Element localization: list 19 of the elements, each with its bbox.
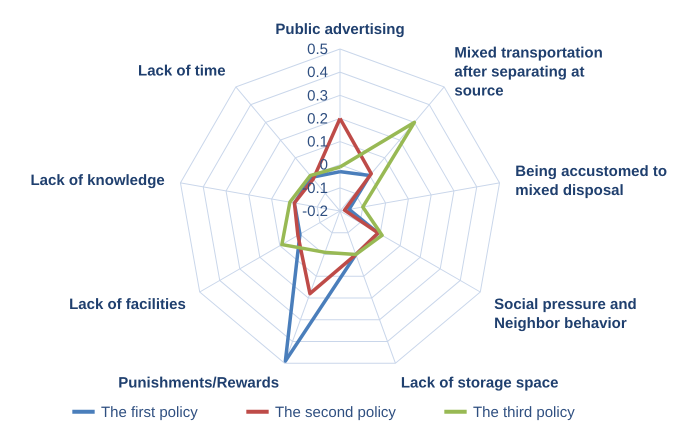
y-tick-label: 0.2	[307, 110, 328, 128]
spoke-label: Social pressure and Neighbor behavior	[494, 296, 637, 332]
y-tick-label: -0.2	[302, 203, 328, 220]
legend-label: The third policy	[473, 404, 576, 421]
spoke-label: Lack of knowledge	[30, 172, 165, 190]
spoke-label: Punishments/Rewards	[118, 374, 280, 392]
y-tick-label: 0.4	[307, 64, 328, 82]
y-tick-label: 0.1	[307, 134, 328, 151]
spoke-label: Mixed transportation after separating at source	[454, 44, 603, 100]
y-tick-label: 0.3	[307, 87, 328, 104]
y-tick-label: 0.5	[307, 41, 328, 58]
spoke-label: Lack of storage space	[400, 374, 558, 392]
spoke-label: Being accustomed to mixed disposal	[515, 163, 667, 200]
legend-label: The second policy	[275, 404, 396, 421]
spoke-label: Lack of time	[138, 62, 226, 80]
spoke-label: Lack of facilities	[69, 296, 186, 313]
spoke-label: Public advertising	[275, 21, 405, 38]
legend-label: The first policy	[101, 404, 198, 421]
y-tick-label: 0	[320, 156, 328, 174]
